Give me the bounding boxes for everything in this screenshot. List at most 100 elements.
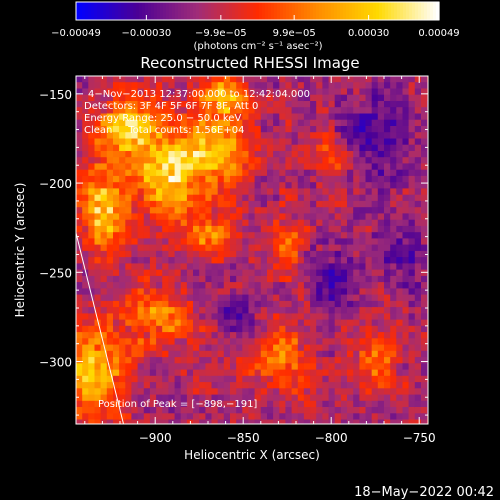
heatmap-cell: [322, 200, 330, 208]
heatmap-cell: [384, 275, 391, 283]
heatmap-cell: [310, 363, 317, 371]
heatmap-cell: [248, 375, 256, 383]
heatmap-cell: [371, 126, 379, 133]
heatmap-cell: [236, 307, 243, 314]
heatmap-cell: [193, 132, 200, 139]
heatmap-cell: [291, 88, 299, 96]
heatmap-cell: [408, 344, 416, 352]
heatmap-cell: [199, 101, 206, 108]
heatmap-cell: [353, 400, 360, 408]
heatmap-cell: [402, 407, 410, 414]
heatmap-cell: [396, 307, 403, 314]
heatmap-cell: [125, 169, 132, 177]
heatmap-cell: [414, 307, 422, 314]
heatmap-cell: [143, 263, 151, 271]
heatmap-cell: [223, 300, 231, 308]
heatmap-cell: [279, 282, 286, 289]
heatmap-cell: [125, 350, 132, 358]
heatmap-cell: [396, 113, 403, 121]
heatmap-cell: [371, 363, 379, 371]
colorbar-unit-label: (photons cm⁻² s⁻¹ asec⁻²): [193, 41, 322, 52]
heatmap-cell: [279, 363, 286, 371]
heatmap-cell: [174, 244, 182, 252]
heatmap-cell: [316, 257, 323, 264]
heatmap-cell: [236, 244, 243, 252]
heatmap-cell: [180, 332, 188, 339]
heatmap-cell: [267, 182, 274, 189]
colorbar-strip: [373, 2, 377, 20]
heatmap-cell: [316, 394, 323, 402]
heatmap-cell: [267, 169, 274, 177]
heatmap-cell: [143, 144, 151, 152]
heatmap-cell: [328, 213, 336, 221]
heatmap-cell: [162, 282, 169, 289]
heatmap-cell: [168, 144, 176, 152]
heatmap-cell: [310, 325, 317, 333]
heatmap-cell: [267, 388, 274, 396]
heatmap-cell: [316, 325, 323, 333]
heatmap-cell: [390, 319, 397, 327]
heatmap-cell: [377, 413, 385, 421]
heatmap-cell: [328, 419, 336, 424]
heatmap-cell: [131, 332, 139, 339]
heatmap-cell: [106, 207, 114, 214]
heatmap-cell: [359, 325, 367, 333]
heatmap-cell: [174, 82, 182, 89]
heatmap-cell: [100, 357, 108, 364]
heatmap-cell: [310, 357, 317, 364]
heatmap-cell: [100, 232, 108, 239]
heatmap-cell: [316, 357, 323, 364]
colorbar-strip: [106, 2, 110, 20]
heatmap-cell: [347, 282, 354, 289]
heatmap-cell: [408, 232, 416, 239]
heatmap-cell: [396, 138, 403, 146]
heatmap-cell: [113, 182, 120, 189]
heatmap-cell: [390, 269, 397, 277]
heatmap-cell: [106, 169, 114, 177]
heatmap-cell: [76, 188, 83, 196]
heatmap-cell: [82, 394, 89, 402]
heatmap-cell: [273, 294, 280, 302]
heatmap-cell: [174, 375, 182, 383]
heatmap-cell: [328, 82, 336, 89]
heatmap-cell: [223, 332, 231, 339]
heatmap-cell: [76, 82, 83, 89]
heatmap-cell: [248, 132, 256, 139]
heatmap-cell: [322, 169, 330, 177]
heatmap-cell: [359, 307, 367, 314]
heatmap-cell: [322, 332, 330, 339]
heatmap-cell: [328, 363, 336, 371]
heatmap-cell: [156, 275, 163, 283]
heatmap-cell: [267, 113, 274, 121]
heatmap-cell: [291, 338, 299, 346]
colorbar-strip: [271, 2, 275, 20]
heatmap-cell: [421, 300, 428, 308]
heatmap-cell: [359, 294, 367, 302]
heatmap-cell: [236, 357, 243, 364]
heatmap-cell: [180, 338, 188, 346]
heatmap-cell: [223, 325, 231, 333]
heatmap-cell: [359, 126, 367, 133]
heatmap-cell: [421, 307, 428, 314]
heatmap-cell: [267, 119, 274, 127]
heatmap-cell: [377, 138, 385, 146]
heatmap-cell: [180, 101, 188, 108]
heatmap-cell: [82, 82, 89, 89]
heatmap-cell: [223, 232, 231, 239]
heatmap-cell: [353, 101, 360, 108]
heatmap-cell: [106, 269, 114, 277]
heatmap-cell: [137, 151, 145, 158]
heatmap-cell: [248, 394, 256, 402]
heatmap-cell: [340, 207, 348, 214]
heatmap-cell: [106, 313, 114, 321]
heatmap-cell: [180, 126, 188, 133]
heatmap-cell: [211, 357, 219, 364]
heatmap-cell: [322, 313, 330, 321]
heatmap-cell: [180, 244, 188, 252]
heatmap-cell: [199, 163, 206, 171]
heatmap-cell: [421, 282, 428, 289]
heatmap-cell: [254, 250, 262, 258]
heatmap-cell: [347, 169, 354, 177]
heatmap-cell: [267, 338, 274, 346]
heatmap-cell: [217, 394, 225, 402]
